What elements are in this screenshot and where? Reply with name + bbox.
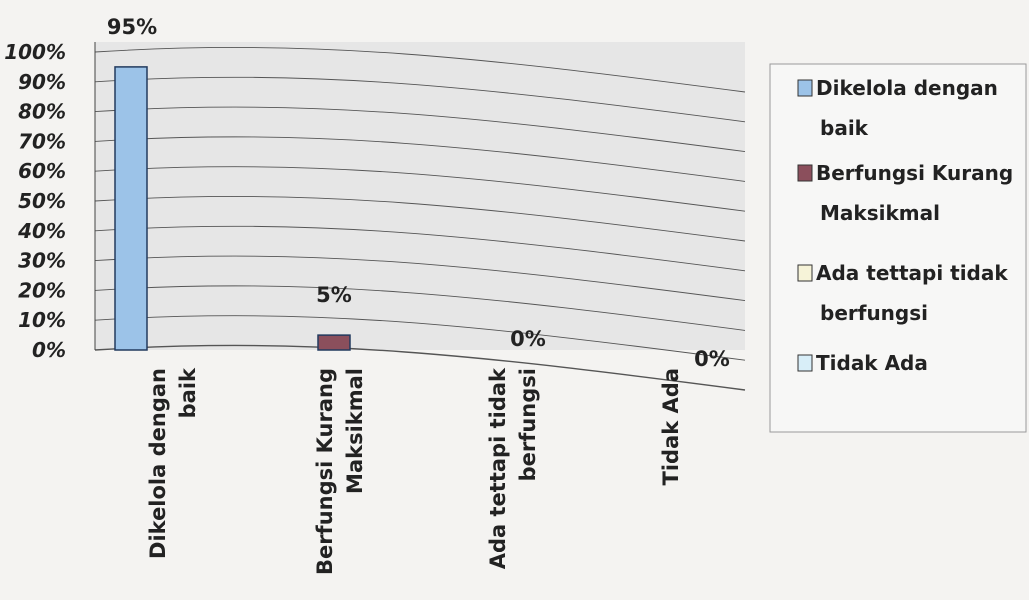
x-tick-label: Berfungsi Kurang Maksikmal (313, 368, 367, 575)
y-tick-label: 20% (18, 278, 66, 302)
y-tick-label: 60% (18, 159, 66, 183)
data-label: 95% (107, 15, 157, 39)
y-tick-label: 100% (4, 40, 66, 64)
legend-label: Berfungsi Kurang (816, 161, 1013, 185)
legend-swatch (798, 165, 812, 181)
x-tick-label: Ada tettapi tidak berfungsi (486, 367, 540, 569)
y-tick-label: 40% (17, 219, 66, 243)
x-tick-label-line: Dikelola dengan (146, 368, 170, 559)
y-tick-label: 80% (18, 100, 66, 124)
y-tick-label: 50% (18, 189, 66, 213)
legend-entry[interactable]: Tidak Ada (798, 351, 928, 375)
legend-label: Ada tettapi tidak (816, 261, 1008, 285)
bar-2[interactable] (318, 335, 350, 350)
data-label: 0% (510, 327, 546, 351)
data-label: 0% (694, 347, 730, 371)
x-tick-label-line: Berfungsi Kurang (313, 368, 337, 575)
legend-label: baik (820, 116, 869, 140)
y-tick-label: 10% (18, 308, 66, 332)
legend-label: Maksikmal (820, 201, 940, 225)
x-tick-label-line: Tidak Ada (659, 368, 683, 485)
legend-label: Tidak Ada (816, 351, 928, 375)
bar-1[interactable] (115, 67, 147, 350)
x-tick-label-line: baik (176, 367, 200, 418)
x-tick-label-line: berfungsi (516, 368, 540, 481)
legend-label: Dikelola dengan (816, 76, 998, 100)
x-tick-label: Dikelola dengan baik (146, 367, 200, 559)
legend-swatch (798, 265, 812, 281)
y-tick-label: 70% (18, 129, 66, 153)
data-label: 5% (316, 283, 352, 307)
legend-swatch (798, 80, 812, 96)
legend-swatch (798, 355, 812, 371)
x-tick-label-line: Maksikmal (343, 368, 367, 494)
x-tick-label-line: Ada tettapi tidak (486, 367, 510, 569)
x-tick-label: Tidak Ada (659, 368, 683, 485)
y-tick-label: 0% (32, 338, 66, 362)
y-tick-label: 90% (18, 70, 66, 94)
plot-area (95, 42, 745, 350)
legend-box (770, 64, 1026, 432)
y-tick-label: 30% (18, 249, 66, 273)
legend-label: berfungsi (820, 301, 928, 325)
